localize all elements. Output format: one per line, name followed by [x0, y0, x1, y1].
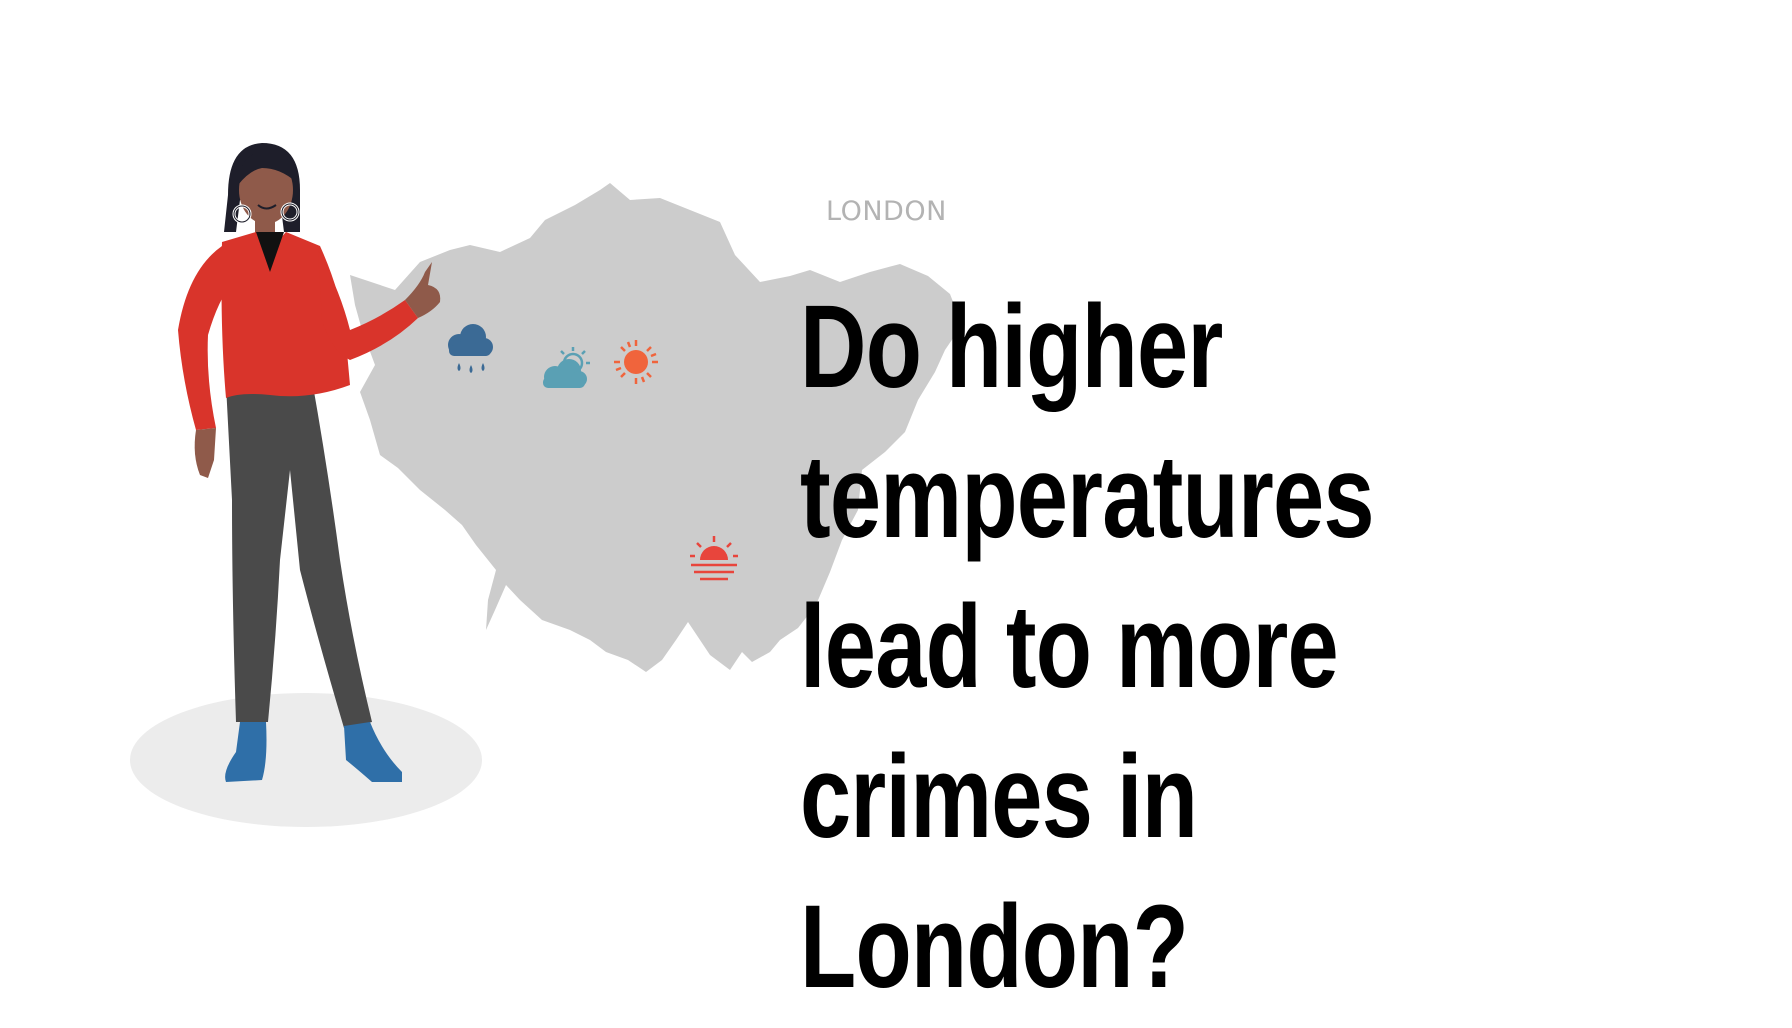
london-map-shape [350, 183, 962, 672]
left-arm [178, 246, 234, 430]
headline: Do higher temperatures lead to more crim… [800, 281, 1375, 1013]
map-label: LONDON [826, 196, 947, 227]
face [239, 156, 293, 224]
ground-shadow [130, 693, 482, 827]
presenter-figure [178, 143, 441, 782]
sun-icon [614, 340, 658, 384]
right-shoe [344, 722, 402, 782]
rain-cloud-icon [448, 324, 493, 373]
trousers [226, 380, 372, 728]
jacket [221, 232, 350, 398]
sunset-icon [690, 536, 738, 581]
left-shoe [225, 722, 267, 782]
partly-sunny-icon [543, 347, 590, 388]
right-arm [318, 250, 418, 360]
